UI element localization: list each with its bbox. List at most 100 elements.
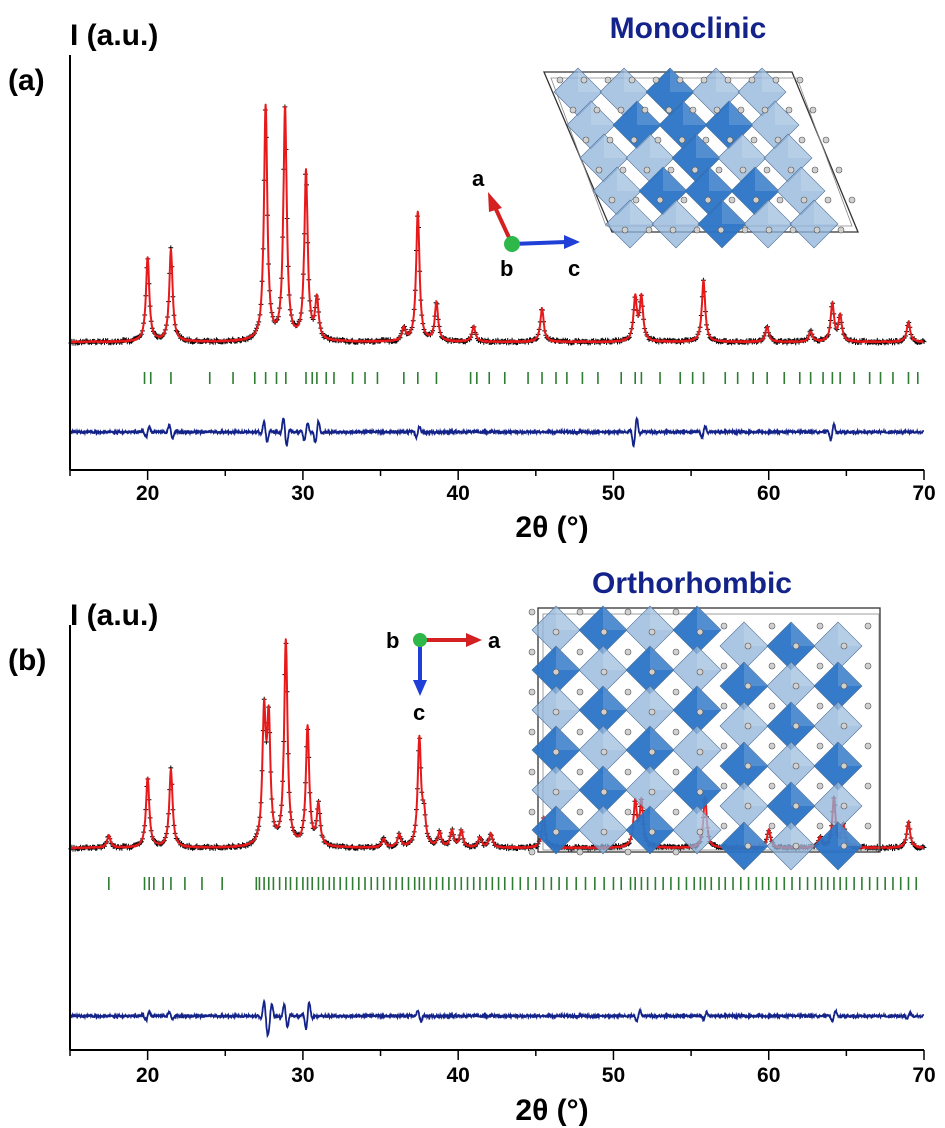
oxygen-atom — [809, 106, 817, 114]
oxygen-atom — [654, 136, 662, 144]
oxygen-atom — [744, 682, 752, 690]
oxygen-atom — [772, 76, 780, 84]
oxygen-atoms — [528, 608, 872, 856]
x-tick-label: 30 — [291, 482, 314, 505]
octahedron-facet — [791, 662, 815, 686]
octahedron-facet — [630, 200, 654, 224]
oxygen-atom — [792, 762, 800, 770]
octahedron — [743, 199, 793, 249]
oxygen-atom — [744, 722, 752, 730]
oxygen-atom — [776, 196, 784, 204]
oxygen-atom — [669, 226, 677, 234]
oxygen-atom — [576, 648, 584, 656]
oxygen-atom — [720, 742, 728, 750]
octahedron-facet — [650, 726, 674, 750]
octahedron-facet — [556, 686, 580, 710]
oxygen-atom — [621, 226, 629, 234]
oxygen-atom — [648, 628, 656, 636]
octahedron-facet — [603, 726, 627, 750]
oxygen-atom — [648, 748, 656, 756]
oxygen-atom — [672, 728, 680, 736]
octahedron-facet — [791, 782, 815, 806]
oxygen-atom — [720, 782, 728, 790]
octahedron-facet — [676, 200, 700, 224]
oxygen-atom — [643, 166, 651, 174]
octahedron-facet — [663, 167, 687, 191]
octahedron-facet — [603, 686, 627, 710]
oxygen-atom — [696, 748, 704, 756]
oxygen-atom — [576, 808, 584, 816]
octahedron-facet — [775, 101, 799, 125]
octahedron-facet — [650, 806, 674, 830]
octahedron-facet — [556, 726, 580, 750]
oxygen-atom — [630, 136, 638, 144]
octahedron-facet — [683, 101, 707, 125]
x-tick-label: 60 — [757, 1064, 780, 1087]
oxygen-atom — [739, 166, 747, 174]
oxygen-atom — [528, 648, 536, 656]
oxygen-atom — [648, 788, 656, 796]
oxygen-atom — [632, 196, 640, 204]
oxygen-atom — [652, 76, 660, 84]
axis-triad-orthorhombic: b a c — [386, 628, 501, 725]
x-tick-label: 20 — [136, 482, 159, 505]
oxygen-atom — [737, 106, 745, 114]
oxygen-atom — [696, 628, 704, 636]
octahedron-facet — [650, 646, 674, 670]
oxygen-atom — [528, 688, 536, 696]
octahedron-facet — [742, 134, 766, 158]
octahedron — [697, 199, 747, 249]
oxygen-atom — [624, 648, 632, 656]
octahedron-facet — [744, 622, 768, 646]
octahedron-facet — [709, 167, 733, 191]
oxygen-atom — [864, 822, 872, 830]
oxygen-atom — [720, 662, 728, 670]
octahedron-facet — [755, 167, 779, 191]
octahedron-facet — [556, 606, 580, 630]
panel-b: 20 30 40 50 60 70 I (a.u.) (b) 2θ (°) — [8, 599, 936, 1127]
octahedron-facet — [744, 822, 768, 846]
oxygen-atom — [648, 708, 656, 716]
oxygen-atom — [656, 196, 664, 204]
octahedron-facet — [791, 742, 815, 766]
axis-label-b: b — [386, 628, 399, 653]
oxygen-atom — [835, 166, 843, 174]
x-tick-label: 40 — [447, 1064, 470, 1087]
oxygen-atoms — [556, 76, 856, 234]
oxygen-atom — [792, 642, 800, 650]
oxygen-atom — [528, 728, 536, 736]
oxygen-atom — [744, 842, 752, 850]
oxygen-atom — [600, 748, 608, 756]
x-tick-label: 70 — [912, 482, 935, 505]
oxygen-atom — [552, 708, 560, 716]
oxygen-atom — [696, 668, 704, 676]
oxygen-atom — [720, 622, 728, 630]
oxygen-atom — [580, 76, 588, 84]
oxygen-atom — [840, 642, 848, 650]
oxygen-atom — [700, 76, 708, 84]
octahedron-facet — [838, 822, 862, 846]
oxygen-atom — [672, 688, 680, 696]
oxygen-atom — [816, 782, 824, 790]
octahedra — [531, 605, 863, 871]
x-tick-label: 70 — [912, 1064, 935, 1087]
oxygen-atom — [717, 226, 725, 234]
oxygen-atom — [840, 762, 848, 770]
panel-label: (a) — [8, 64, 45, 97]
orthorhombic-structure — [528, 605, 881, 871]
oxygen-atom — [864, 742, 872, 750]
y-axis-label: I (a.u.) — [70, 599, 158, 632]
oxygen-atom — [672, 648, 680, 656]
axis-arrow-c — [511, 240, 567, 246]
oxygen-atom — [744, 642, 752, 650]
octahedron-facet — [603, 646, 627, 670]
octahedron-facet — [578, 68, 602, 92]
octahedron-facet — [603, 806, 627, 830]
x-axis-label: 2θ (°) — [515, 511, 588, 544]
oxygen-atom — [816, 662, 824, 670]
arrowhead-c — [564, 235, 580, 249]
oxygen-atom — [617, 106, 625, 114]
unit-cell-outline — [537, 607, 881, 853]
oxygen-atom — [680, 196, 688, 204]
oxygen-atom — [768, 822, 776, 830]
